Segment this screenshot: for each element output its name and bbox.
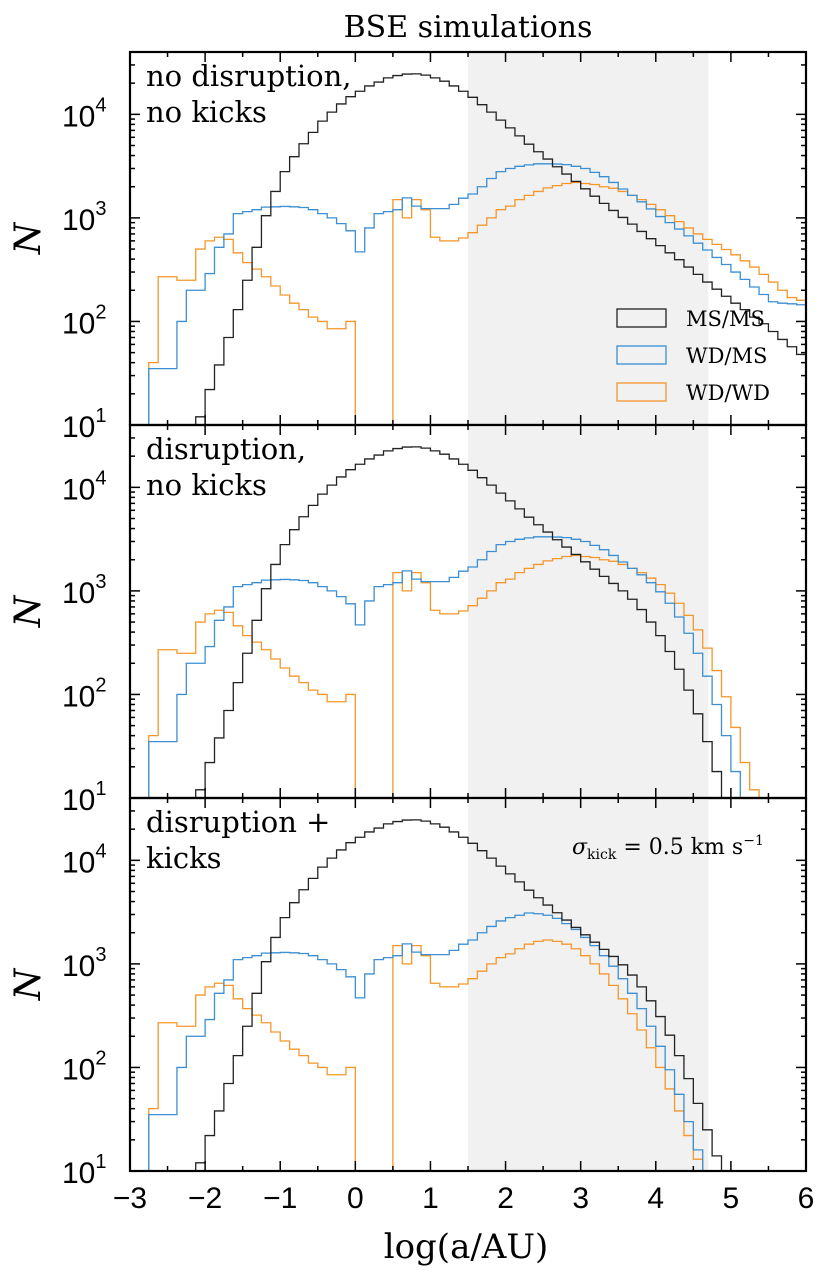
y-tick-label: 103 [62, 571, 107, 610]
series-group [148, 73, 806, 425]
x-tick-labels: −3 −2 −1 0 1 2 3 4 5 6 [113, 1182, 814, 1215]
panel-label-line: no kicks [146, 95, 267, 129]
y-tick-label: 101 [62, 778, 107, 817]
panel-label-line: disruption + [146, 805, 330, 839]
panel-1: 101 102 103 104 Nno disruption,no kicks MS/MS… [8, 50, 808, 444]
y-tick-label: 102 [62, 1047, 107, 1086]
legend: MS/MS WD/MS WD/WD [616, 307, 770, 405]
legend-swatch-wd-ms [616, 345, 667, 365]
y-axis-label: N [8, 967, 49, 1001]
series-wd-wd-line [148, 554, 760, 798]
series-wd-ms-line [148, 163, 806, 425]
y-tick-label: 101 [62, 405, 107, 444]
panel-label-line: no kicks [146, 468, 267, 502]
panel-label-line: kicks [146, 841, 222, 875]
x-tick-label: −1 [263, 1182, 297, 1215]
x-axis-label: log(a/AU) [384, 1227, 549, 1267]
legend-swatch-wd-wd [616, 382, 667, 402]
x-tick-label: 0 [347, 1182, 364, 1215]
figure-title: BSE simulations [344, 10, 593, 45]
y-axis-label: N [8, 594, 49, 628]
legend-label: WD/MS [686, 344, 767, 368]
legend-label: MS/MS [686, 307, 765, 331]
series-wd-wd-line [148, 939, 704, 1171]
sigma-kick-annotation: σkick = 0.5 km s−1 [572, 833, 764, 863]
x-tick-label: 3 [572, 1182, 589, 1215]
series-group [148, 446, 760, 798]
series-group [148, 819, 723, 1171]
x-tick-label: −2 [188, 1182, 222, 1215]
x-tick-label: 1 [422, 1182, 439, 1215]
shaded-region [468, 798, 709, 1171]
y-tick-label: 104 [62, 467, 107, 506]
shaded-region [468, 425, 709, 798]
y-axis-label: N [8, 221, 49, 255]
panel-label-line: no disruption, [146, 59, 351, 93]
series-wd-ms-line [148, 536, 751, 798]
x-tick-label: 2 [497, 1182, 514, 1215]
shaded-region [468, 52, 709, 425]
y-tick-label: 104 [62, 94, 107, 133]
x-tick-label: 5 [723, 1182, 740, 1215]
y-tick-label: 101 [62, 1151, 107, 1190]
panel-label-line: disruption, [146, 432, 306, 466]
legend-swatch-ms-ms [616, 308, 667, 328]
series-ms-ms-line [195, 73, 806, 425]
y-tick-label: 104 [62, 840, 107, 879]
y-tick-label: 102 [62, 674, 107, 713]
legend-label: WD/WD [686, 381, 770, 405]
x-tick-label: −3 [113, 1182, 147, 1215]
x-tick-label: 4 [647, 1182, 664, 1215]
y-tick-label: 103 [62, 198, 107, 237]
x-tick-label: 6 [798, 1182, 815, 1215]
y-tick-label: 102 [62, 301, 107, 340]
series-ms-ms-line [195, 819, 723, 1171]
series-wd-ms-line [148, 912, 704, 1171]
series-ms-ms-line [195, 446, 732, 798]
y-tick-label: 103 [62, 944, 107, 983]
